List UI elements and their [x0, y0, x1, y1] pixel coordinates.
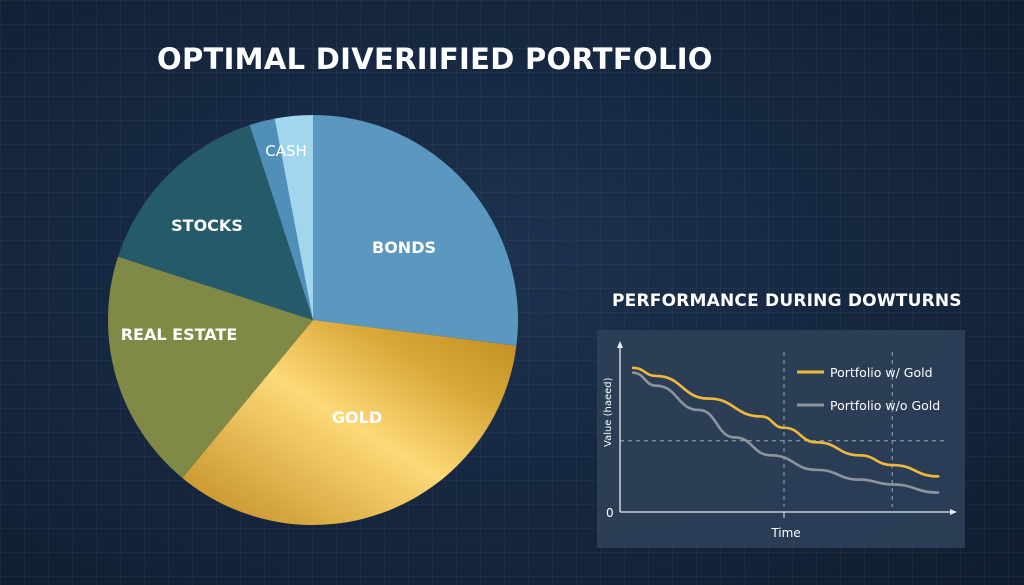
- line-chart-title: PERFORMANCE DURING DOWTURNS: [612, 291, 962, 311]
- y-tick-label-0: 0: [606, 506, 614, 520]
- series-line-without-gold: [631, 371, 940, 494]
- legend-label-without-gold: Portfolio w/o Gold: [830, 398, 940, 413]
- pie-labels: BONDS GOLD REAL ESTATE STOCKS CASH: [121, 142, 436, 427]
- pie-slice-unlabeled: [249, 118, 313, 321]
- pie-label-stocks: STOCKS: [171, 216, 243, 235]
- pie-slice-gold: [182, 320, 517, 525]
- pie-label-gold: GOLD: [332, 408, 382, 427]
- series-line-with-gold: [631, 366, 940, 478]
- y-axis-label: Value (haeed): [603, 377, 614, 447]
- pie-slice-cash: [274, 115, 313, 320]
- page-title: OPTIMAL DIVERIIFIED PORTFOLIO: [157, 42, 713, 76]
- x-axis-label: Time: [770, 526, 800, 540]
- pie-slice-real-estate: [108, 256, 313, 478]
- pie-chart: [108, 115, 518, 525]
- y-axis-arrow-icon: [617, 341, 623, 348]
- line-chart: Value (haeed) 0 Time Portfolio w/ Gold P…: [603, 341, 957, 540]
- pie-label-real-estate: REAL ESTATE: [121, 325, 238, 344]
- pie-label-cash: CASH: [265, 142, 307, 160]
- legend-label-with-gold: Portfolio w/ Gold: [830, 365, 933, 380]
- pie-label-bonds: BONDS: [372, 238, 436, 257]
- x-axis-arrow-icon: [950, 509, 957, 515]
- pie-slice-bonds: [313, 115, 518, 346]
- pie-slice-stocks: [118, 125, 313, 320]
